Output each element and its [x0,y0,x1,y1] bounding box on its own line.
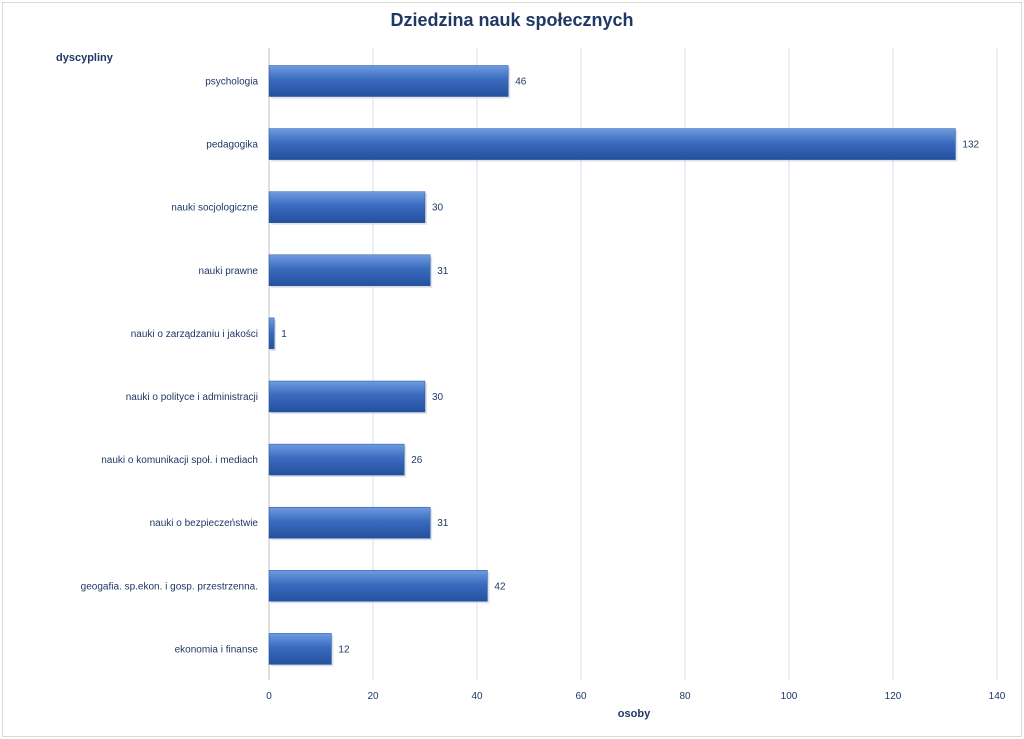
bars [268,65,958,667]
data-label: 1 [281,329,287,340]
bar [268,443,405,476]
bar [268,65,509,97]
chart-title: Dziedzina nauk społecznych [390,10,634,30]
category-label: ekonomia i finanse [175,644,259,655]
category-label: nauki o polityce i administracji [126,392,258,403]
category-label: nauki o komunikacji społ. i mediach [101,455,258,466]
x-tick-label: 20 [367,691,379,702]
category-label: nauki socjologiczne [171,203,258,214]
x-tick-label: 60 [575,691,587,702]
category-label: psychologia [205,77,258,88]
data-label: 31 [437,518,449,529]
data-label: 30 [432,203,444,214]
data-label: 26 [411,455,423,466]
bar [268,380,426,413]
bar [268,633,332,665]
category-label: nauki o zarządzaniu i jakości [131,329,258,340]
x-tick-label: 100 [781,691,798,702]
category-label: geogafia. sp.ekon. i gosp. przestrzenna. [81,581,258,592]
bar [268,128,956,160]
data-label: 132 [962,140,979,151]
y-axis-title: dyscypliny [56,52,113,64]
x-tick-label: 40 [471,691,483,702]
data-label: 12 [338,644,350,655]
bar [268,570,488,602]
bar [268,254,431,287]
x-tick-label: 80 [679,691,691,702]
category-label: pedagogika [206,140,258,151]
bar [268,506,431,539]
x-tick-label: 120 [885,691,902,702]
x-tick-label: 0 [266,691,272,702]
labels: 0 20 40 60 80 100 120 140 psychologia 46 pedagogik… [81,77,1006,703]
data-label: 42 [494,581,506,592]
data-label: 46 [515,77,527,88]
data-label: 31 [437,266,449,277]
category-label: nauki o bezpieczeństwie [150,518,259,529]
data-label: 30 [432,392,444,403]
x-tick-label: 140 [989,691,1006,702]
x-axis-title: osoby [617,708,651,720]
bar [268,317,275,350]
category-label: nauki prawne [199,266,259,277]
bar [268,191,426,223]
